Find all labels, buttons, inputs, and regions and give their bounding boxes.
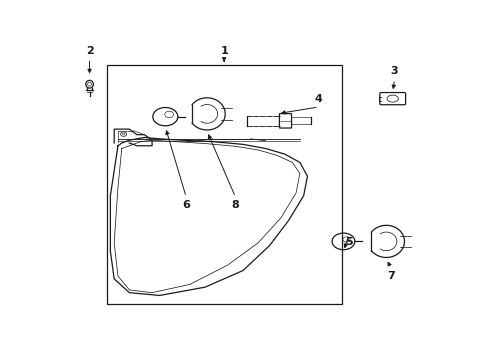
Bar: [106, 66, 341, 304]
Text: 3: 3: [390, 67, 398, 76]
Text: 5: 5: [345, 237, 352, 247]
Text: 6: 6: [182, 200, 190, 210]
Text: 4: 4: [314, 94, 322, 104]
Text: 7: 7: [386, 270, 394, 280]
Text: 2: 2: [85, 46, 93, 56]
Text: 1: 1: [220, 46, 227, 56]
Text: 8: 8: [231, 200, 239, 210]
